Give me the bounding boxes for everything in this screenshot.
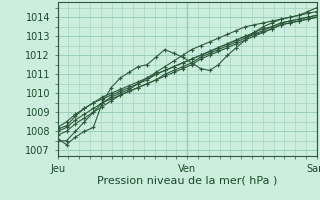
X-axis label: Pression niveau de la mer( hPa ): Pression niveau de la mer( hPa ) <box>97 175 277 185</box>
